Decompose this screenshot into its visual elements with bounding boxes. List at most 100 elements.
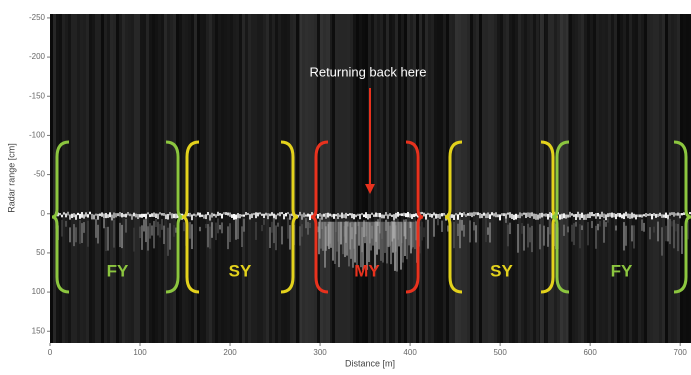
texture-column [548,14,551,343]
surface-echo [147,212,149,215]
texture-column [266,14,269,343]
texture-column [362,14,365,343]
texture-column [386,14,389,343]
texture-column [212,14,215,343]
ice-echo [394,221,396,271]
surface-echo [77,212,79,216]
surface-echo [273,213,275,219]
ice-echo [402,221,404,263]
texture-column [317,14,320,343]
surface-echo [359,213,361,220]
surface-echo [261,213,263,216]
subsurface-echo [509,222,511,235]
surface-echo [619,213,621,218]
surface-echo [83,214,85,219]
surface-echo [487,212,489,219]
texture-column [638,14,641,343]
surface-echo [435,213,437,219]
ice-echo [334,221,336,264]
ice-echo [386,221,388,264]
surface-echo [561,213,563,220]
texture-stripe [540,14,544,343]
texture-column [104,14,107,343]
x-tick-label: 700 [674,348,688,357]
surface-echo [451,214,453,218]
subsurface-echo [263,219,265,225]
texture-column [611,14,614,343]
texture-column [239,14,242,343]
subsurface-echo [237,217,239,240]
surface-echo [267,213,269,220]
texture-column [113,14,116,343]
subsurface-echo [441,220,443,232]
subsurface-echo [271,221,273,233]
texture-column [137,14,140,343]
region-label: MY [354,261,380,280]
texture-column [383,14,386,343]
subsurface-echo [625,225,627,246]
ice-echo [404,221,406,257]
texture-column [401,14,404,343]
subsurface-echo [667,218,669,242]
subsurface-echo [65,220,67,227]
surface-echo [527,212,529,217]
texture-column [620,14,623,343]
subsurface-echo [669,218,671,245]
subsurface-echo [209,226,211,249]
ice-echo [324,221,326,268]
subsurface-echo [113,219,115,248]
subsurface-echo [687,220,689,240]
surface-echo [535,213,537,220]
ice-echo [338,221,340,268]
surface-echo [351,213,353,219]
texture-column [338,14,341,343]
surface-echo [371,212,373,215]
surface-echo [187,213,189,217]
subsurface-echo [269,227,271,249]
texture-column [653,14,656,343]
ice-echo [406,221,408,260]
surface-echo [311,212,313,217]
texture-column [515,14,518,343]
subsurface-echo [575,221,577,227]
surface-echo [189,212,191,217]
texture-column [443,14,446,343]
ice-echo [354,221,356,263]
subsurface-echo [205,223,207,229]
surface-echo [437,214,439,218]
ice-echo [360,221,362,268]
subsurface-echo [163,225,165,245]
surface-echo [325,213,327,219]
subsurface-echo [153,220,155,249]
subsurface-echo [681,225,683,254]
subsurface-echo [155,218,157,227]
surface-echo [65,213,67,218]
surface-echo [199,212,201,218]
surface-echo [289,213,291,220]
surface-echo [257,212,259,217]
subsurface-echo [665,225,667,242]
surface-echo [519,212,521,219]
surface-echo [213,213,215,217]
surface-echo [255,212,257,219]
subsurface-echo [469,220,471,243]
subsurface-echo [591,221,593,229]
texture-column [410,14,413,343]
texture-column [134,14,137,343]
texture-column [128,14,131,343]
annotation-arrowhead [365,184,375,194]
surface-echo [93,214,95,220]
y-tick-label: 50 [36,248,45,257]
surface-echo [401,213,403,216]
surface-echo [307,213,309,217]
surface-echo [529,212,531,218]
surface-echo [69,214,71,220]
texture-column [50,14,53,343]
surface-echo [627,213,629,219]
surface-echo [245,211,247,216]
surface-echo [327,212,329,218]
y-tick-label: 100 [32,287,46,296]
surface-echo [669,212,671,216]
surface-echo [575,214,577,220]
surface-echo [129,213,131,217]
